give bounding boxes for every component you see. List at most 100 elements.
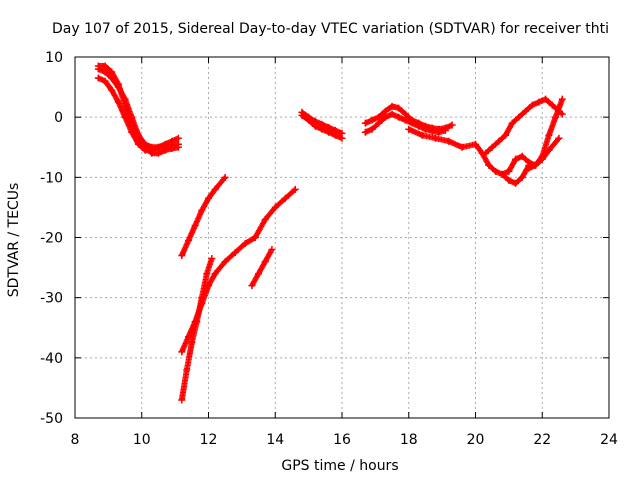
data-point xyxy=(538,155,546,163)
x-tick-label: 16 xyxy=(333,432,351,448)
data-point xyxy=(492,167,500,175)
data-point xyxy=(512,155,520,163)
data-point xyxy=(545,131,553,139)
data-point xyxy=(148,149,156,157)
x-tick-label: 22 xyxy=(533,432,551,448)
data-point xyxy=(558,110,566,118)
chart-title: Day 107 of 2015, Sidereal Day-to-day VTE… xyxy=(52,21,609,37)
y-tick-label: -10 xyxy=(40,170,63,186)
data-point xyxy=(418,131,426,139)
data-point xyxy=(375,113,383,121)
x-tick-label: 14 xyxy=(266,432,284,448)
data-point xyxy=(221,173,229,181)
x-axis-label: GPS time / hours xyxy=(281,458,398,474)
data-point xyxy=(502,131,510,139)
data-point xyxy=(174,143,182,151)
data-point xyxy=(548,101,556,109)
data-point xyxy=(555,134,563,142)
data-point xyxy=(361,119,369,127)
x-tick-label: 8 xyxy=(71,432,80,448)
data-point xyxy=(198,206,206,214)
y-tick-label: 10 xyxy=(45,50,63,66)
data-point xyxy=(388,110,396,118)
data-point xyxy=(108,68,116,76)
data-point xyxy=(431,134,439,142)
data-point xyxy=(552,113,560,121)
data-point xyxy=(168,144,176,152)
data-point xyxy=(205,194,212,202)
data-point xyxy=(208,255,216,263)
data-point xyxy=(525,158,533,166)
data-point xyxy=(198,294,206,302)
data-point xyxy=(114,98,122,106)
series-marker xyxy=(554,136,561,143)
data-point xyxy=(518,173,526,181)
y-axis-label: SDTVAR / TECUs xyxy=(6,183,22,298)
data-point xyxy=(508,119,516,127)
series-arc-8 xyxy=(298,111,346,142)
data-point xyxy=(458,143,466,151)
data-point xyxy=(488,143,496,151)
series-arc-4 xyxy=(178,255,216,404)
data-point xyxy=(193,318,201,326)
data-point xyxy=(445,137,453,145)
data-point xyxy=(515,113,523,121)
data-point xyxy=(311,122,319,130)
data-point xyxy=(542,95,550,103)
data-point xyxy=(178,396,186,404)
data-point xyxy=(368,125,376,133)
axes: 8 10 12 14 16 18 20 22 24 -50 -40 -30 -20 -10 0 10 xyxy=(40,50,618,448)
x-tick-label: 24 xyxy=(600,432,618,448)
data-point xyxy=(512,179,520,187)
data-point xyxy=(472,140,479,148)
y-tick-label: -20 xyxy=(40,231,63,247)
data-point xyxy=(241,240,249,248)
series-arc-1b xyxy=(94,74,182,154)
x-tick-label: 20 xyxy=(467,432,485,448)
data-point xyxy=(408,119,416,127)
series-arc-10 xyxy=(361,110,449,136)
data-point xyxy=(128,128,136,136)
data-point xyxy=(191,221,199,229)
series-arc-11 xyxy=(405,125,533,187)
data-point xyxy=(518,152,526,160)
data-point xyxy=(498,170,506,178)
data-point xyxy=(331,131,339,139)
data-point xyxy=(108,86,116,94)
data-point xyxy=(505,167,513,175)
series-arc-1c xyxy=(94,65,182,157)
data-point xyxy=(338,134,346,142)
data-point xyxy=(101,77,109,85)
data-point xyxy=(251,234,259,241)
data-point xyxy=(178,252,186,260)
data-point xyxy=(528,101,536,109)
data-point xyxy=(388,102,396,110)
data-point xyxy=(401,110,409,118)
data-point xyxy=(482,149,490,157)
data-point xyxy=(178,348,186,356)
data-point xyxy=(231,249,239,257)
data-point xyxy=(325,128,333,136)
data-point xyxy=(522,107,530,115)
data-point xyxy=(375,119,383,127)
data-point xyxy=(121,95,129,103)
data-point xyxy=(381,107,389,115)
series-arc-7 xyxy=(298,108,346,137)
data-point xyxy=(268,246,276,254)
data-point xyxy=(428,127,436,135)
data-point xyxy=(441,126,449,134)
data-point xyxy=(305,116,313,124)
data-point xyxy=(368,116,376,124)
data-point xyxy=(184,237,192,245)
data-point xyxy=(395,104,403,112)
data-point xyxy=(183,366,191,374)
data-point xyxy=(261,215,269,223)
x-tick-label: 12 xyxy=(200,432,218,448)
y-tick-label: -50 xyxy=(40,411,63,427)
data-point xyxy=(361,128,369,136)
data-point xyxy=(128,113,136,121)
data-point xyxy=(101,62,109,70)
data-point xyxy=(211,270,219,278)
data-point xyxy=(505,176,513,184)
data-point xyxy=(532,161,540,169)
